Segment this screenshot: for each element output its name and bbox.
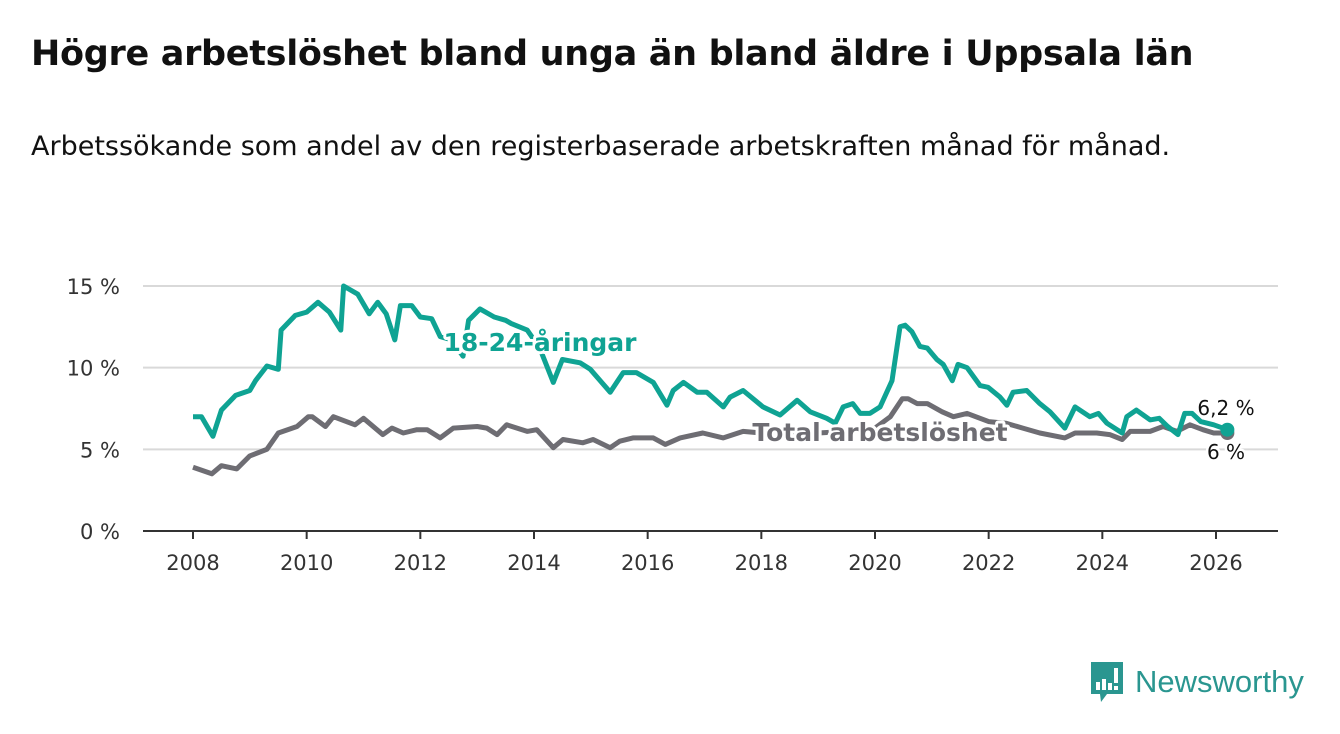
chart-title: Högre arbetslöshet bland unga än bland ä… <box>31 34 1194 74</box>
chart-subtitle: Arbetssökande som andel av den registerb… <box>31 131 1171 162</box>
brand-name: Newsworthy <box>1135 664 1304 699</box>
newsworthy-logo: Newsworthy <box>1089 660 1304 704</box>
x-tick-label: 2008 <box>166 551 219 575</box>
series-labels: 18-24-åringar Total arbetslöshet 6,2 % 6 % <box>441 325 1258 467</box>
y-tick-label: 10 % <box>67 357 120 381</box>
y-tick-label: 0 % <box>80 520 120 544</box>
gridlines <box>143 285 1278 451</box>
x-tick-label: 2010 <box>280 551 333 575</box>
newsworthy-logo-icon <box>1091 662 1123 702</box>
y-axis: 0 % 5 % 10 % 15 % <box>67 275 120 544</box>
series-label-youth: 18-24-åringar <box>444 328 638 357</box>
series-lines <box>192 283 1235 477</box>
x-tick-label: 2026 <box>1189 551 1242 575</box>
x-tick-label: 2024 <box>1076 551 1129 575</box>
x-tick-label: 2022 <box>962 551 1015 575</box>
x-axis: 2008 2010 2012 2014 2016 2018 2020 2022 2024 2026 <box>143 530 1278 575</box>
series-end-dot <box>1220 422 1235 437</box>
x-tick-label: 2018 <box>735 551 788 575</box>
x-tick-label: 2016 <box>621 551 674 575</box>
end-label-youth: 6,2 % <box>1197 396 1254 420</box>
x-tick-label: 2014 <box>507 551 560 575</box>
y-tick-label: 5 % <box>80 438 120 462</box>
y-tick-label: 15 % <box>67 275 120 299</box>
series-line-youth <box>193 283 1229 439</box>
x-tick-label: 2020 <box>848 551 901 575</box>
series-line-total <box>192 396 1228 477</box>
series-label-total: Total arbetslöshet <box>752 418 1007 447</box>
end-label-total: 6 % <box>1207 440 1245 464</box>
x-tick-label: 2012 <box>394 551 447 575</box>
